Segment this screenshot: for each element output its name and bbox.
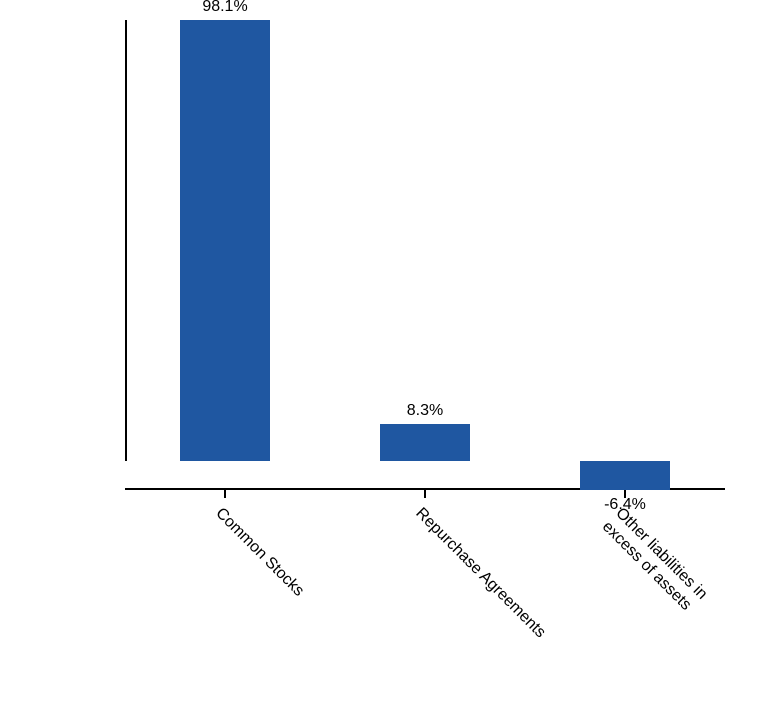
bar <box>580 461 670 490</box>
x-tick-label: Repurchase Agreements <box>411 504 549 642</box>
bar <box>380 424 470 461</box>
asset-allocation-chart: 98.1% Common Stocks 8.3% Repurchase Agreeme… <box>0 0 780 720</box>
x-tick <box>624 490 626 498</box>
x-tick <box>424 490 426 498</box>
bar-value-label: 8.3% <box>350 402 500 420</box>
x-tick <box>224 490 226 498</box>
bar <box>180 20 270 461</box>
plot-area: 98.1%Common Stocks8.3%Repurchase Agreeme… <box>125 20 725 490</box>
bar-value-label: 98.1% <box>150 0 300 16</box>
x-tick-label: Common Stocks <box>211 504 308 601</box>
y-axis <box>125 20 127 461</box>
x-tick-label: Other liabilities in excess of assets <box>598 504 711 617</box>
